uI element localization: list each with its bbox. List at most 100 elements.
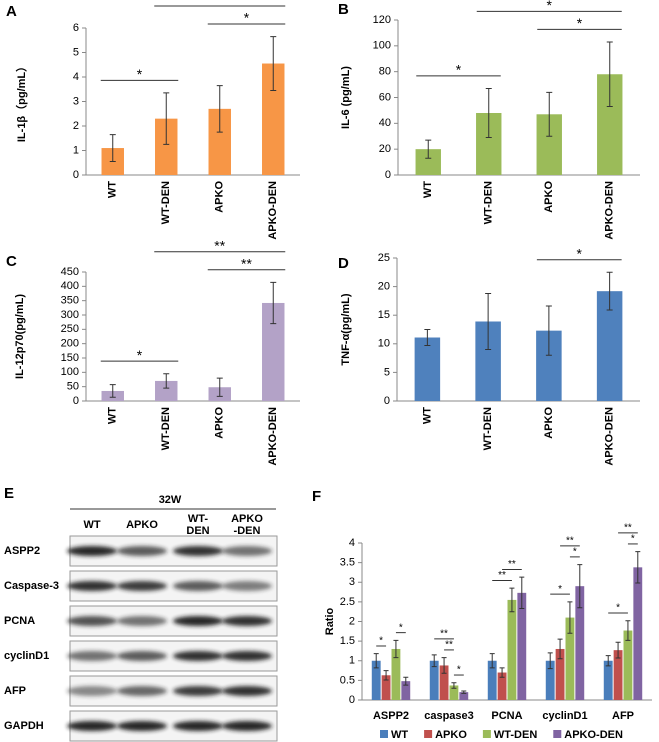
error-bar (109, 134, 116, 163)
x-tick-label: WT-DEN (483, 181, 495, 224)
significance-label: ** (508, 559, 516, 570)
significance-label: * (399, 622, 403, 633)
significance-label: * (573, 547, 577, 558)
x-tick-label: WT (421, 407, 433, 424)
column-header: APKO (231, 513, 263, 525)
y-tick-label: 10 (378, 338, 390, 350)
x-tick-label: APKO-DEN (267, 407, 279, 466)
y-axis-label: TNF-α(pg/mL) (340, 293, 352, 365)
blot-band (222, 616, 272, 626)
y-tick-label: 3.5 (340, 557, 355, 569)
significance-label: * (577, 245, 583, 261)
blot-band (173, 686, 223, 696)
significance-label: * (547, 0, 553, 13)
x-tick-label: APKO (214, 407, 226, 439)
error-bar (216, 85, 223, 133)
error-bar (605, 655, 611, 667)
x-tick-label: WT (422, 181, 434, 198)
blot-band (67, 581, 117, 591)
bar (603, 660, 613, 700)
blot-band (173, 721, 223, 731)
y-tick-label: 60 (379, 91, 391, 103)
y-tick-label: 25 (378, 252, 390, 264)
error-bar (635, 551, 641, 584)
y-tick-label: 250 (61, 323, 79, 335)
legend-swatch (482, 730, 491, 738)
legend-label: APKO-DEN (564, 729, 623, 741)
significance-label: ** (624, 523, 632, 534)
blot-band (67, 616, 117, 626)
y-tick-label: 100 (373, 40, 391, 52)
significance-label: * (137, 347, 143, 363)
error-bar (546, 91, 553, 137)
y-tick-label: 3 (73, 95, 79, 107)
y-tick-label: 4 (349, 537, 355, 549)
error-bar (615, 641, 621, 659)
x-tick-label: WT-DEN (160, 407, 172, 450)
x-tick-label: WT-DEN (482, 407, 494, 450)
legend-label: WT-DEN (494, 729, 537, 741)
blot-band (67, 651, 117, 661)
significance-label: * (457, 665, 461, 676)
blot-band (173, 651, 223, 661)
panel-label: C (6, 253, 17, 270)
x-tick-label: APKO (543, 181, 555, 213)
y-tick-label: 0 (73, 395, 79, 407)
error-bar (577, 564, 583, 609)
column-header: APKO (126, 519, 158, 531)
error-bar (451, 682, 457, 689)
y-tick-label: 200 (61, 338, 79, 350)
blot-band (117, 651, 167, 661)
x-tick-label: APKO (543, 407, 555, 439)
legend-swatch (380, 730, 388, 738)
significance-label: * (577, 15, 583, 31)
row-label: AFP (4, 685, 26, 697)
y-tick-label: 1 (349, 655, 355, 667)
error-bar (485, 292, 492, 351)
y-tick-label: 300 (61, 309, 79, 321)
column-header: DEN (186, 525, 209, 537)
row-label: Caspase-3 (4, 580, 59, 592)
error-bar (270, 281, 277, 325)
x-tick-label: cyclinD1 (542, 710, 587, 722)
error-bar (441, 657, 447, 674)
bar (633, 567, 643, 700)
row-label: ASPP2 (4, 545, 40, 557)
y-tick-label: 150 (61, 352, 79, 364)
column-header: -DEN (234, 525, 261, 537)
bar (414, 337, 441, 401)
y-tick-label: 0 (385, 169, 391, 181)
panel-label: E (4, 485, 14, 502)
y-axis-label: IL-12p70(pg/mL) (14, 294, 26, 379)
x-tick-label: PCNA (491, 710, 522, 722)
bar (449, 685, 459, 700)
bar (155, 118, 178, 175)
blot-band (222, 651, 272, 661)
column-header: WT- (188, 513, 208, 525)
x-tick-label: WT (107, 181, 119, 198)
blot-band (173, 581, 223, 591)
blot-band (117, 581, 167, 591)
x-tick-label: AFP (612, 710, 634, 722)
error-bar (547, 652, 553, 670)
x-tick-label: APKO-DEN (267, 181, 279, 240)
significance-label: ** (214, 237, 225, 253)
y-tick-label: 15 (378, 309, 390, 321)
error-bar (606, 41, 613, 108)
bar (262, 302, 285, 401)
y-tick-label: 0 (349, 694, 355, 706)
panel-label: D (338, 255, 349, 272)
significance-label: * (616, 603, 620, 614)
timepoint: 32W (159, 494, 182, 506)
y-tick-label: 2 (73, 120, 79, 132)
blot-band (117, 721, 167, 731)
bar (155, 380, 178, 401)
bar (429, 660, 439, 700)
error-bar (424, 329, 431, 347)
panel-label: B (338, 1, 349, 18)
error-bar (606, 271, 613, 311)
x-tick-label: ASPP2 (373, 710, 409, 722)
significance-label: * (244, 10, 250, 26)
error-bar (461, 690, 467, 694)
